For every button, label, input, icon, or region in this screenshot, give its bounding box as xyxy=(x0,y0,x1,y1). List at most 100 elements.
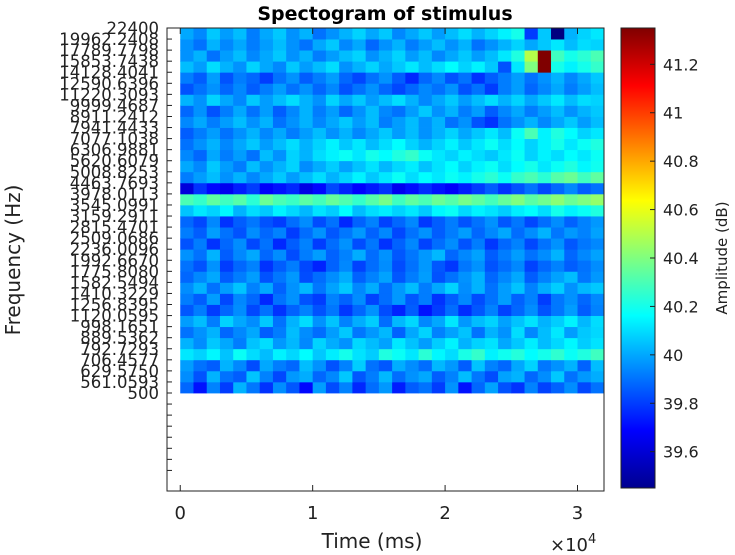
heatmap-cell xyxy=(325,282,340,294)
heatmap-cell xyxy=(471,304,486,316)
heatmap-cell xyxy=(418,337,433,350)
heatmap-cell xyxy=(365,28,380,40)
heatmap-cell xyxy=(325,83,340,95)
heatmap-cell xyxy=(233,138,247,151)
heatmap-cell xyxy=(339,204,353,217)
heatmap-cell xyxy=(418,39,433,51)
heatmap-cell xyxy=(206,304,221,316)
heatmap-cell xyxy=(206,105,221,117)
heatmap-cell xyxy=(272,94,287,106)
heatmap-cell xyxy=(445,337,459,350)
heatmap-cell xyxy=(524,160,539,173)
heatmap-cell xyxy=(352,293,367,305)
heatmap-cell xyxy=(272,282,287,294)
heatmap-cell xyxy=(524,260,539,272)
heatmap-cell xyxy=(564,271,578,283)
heatmap-cell xyxy=(577,348,592,361)
heatmap-cell xyxy=(286,127,300,140)
heatmap-cell xyxy=(312,304,327,316)
heatmap-cell xyxy=(392,138,406,151)
heatmap-cell xyxy=(484,28,499,40)
y-tick-label: 3159.2911 xyxy=(70,207,159,226)
heatmap-cell xyxy=(431,182,446,195)
heatmap-cell xyxy=(498,238,512,250)
heatmap-cell xyxy=(551,50,565,62)
heatmap-cell xyxy=(405,304,419,316)
heatmap-cell xyxy=(511,116,525,128)
heatmap-cell xyxy=(259,238,274,250)
heatmap-cell xyxy=(259,94,274,106)
heatmap-cell xyxy=(551,238,565,250)
heatmap-cell xyxy=(180,337,194,350)
heatmap-cell xyxy=(577,61,592,73)
heatmap-cell xyxy=(299,293,314,305)
heatmap-cell xyxy=(471,381,486,394)
heatmap-cell xyxy=(180,260,194,272)
heatmap-cell xyxy=(524,293,539,305)
heatmap-cell xyxy=(312,127,327,140)
y-tick-label: 1256.8395 xyxy=(70,296,159,315)
heatmap-cell xyxy=(577,138,592,151)
heatmap-cell xyxy=(206,193,221,206)
heatmap-cell xyxy=(551,105,565,117)
heatmap-cell xyxy=(180,315,194,328)
heatmap-cell xyxy=(405,105,419,117)
heatmap-cell xyxy=(577,193,592,206)
heatmap-cell xyxy=(272,293,287,305)
heatmap-cell xyxy=(219,50,234,62)
heatmap-cell xyxy=(219,315,234,328)
heatmap-cell xyxy=(445,105,459,117)
heatmap-cell xyxy=(590,293,605,305)
heatmap-cell xyxy=(299,105,314,117)
heatmap-cell xyxy=(564,105,578,117)
heatmap-cell xyxy=(590,282,605,294)
heatmap-cell xyxy=(564,182,578,195)
heatmap-cell xyxy=(484,50,499,62)
heatmap-cell xyxy=(498,28,512,40)
heatmap-cell xyxy=(405,94,419,106)
heatmap-cell xyxy=(206,116,221,128)
heatmap-cell xyxy=(193,138,208,151)
heatmap-cell xyxy=(418,315,433,328)
heatmap-cell xyxy=(233,293,247,305)
heatmap-cell xyxy=(458,149,472,162)
y-tick-label: 1992.6670 xyxy=(70,251,159,270)
heatmap-cell xyxy=(352,271,367,283)
heatmap-cell xyxy=(590,72,605,84)
heatmap-cell xyxy=(286,182,300,195)
heatmap-cell xyxy=(418,216,433,228)
heatmap-cell xyxy=(206,238,221,250)
heatmap-cell xyxy=(286,39,300,51)
heatmap-cell xyxy=(378,304,393,316)
heatmap-cell xyxy=(537,315,552,328)
heatmap-cell xyxy=(352,160,367,173)
heatmap-cell xyxy=(392,171,406,184)
heatmap-cell xyxy=(272,216,287,228)
heatmap-cell xyxy=(352,138,367,151)
heatmap-cell xyxy=(206,138,221,151)
heatmap-cell xyxy=(564,83,578,95)
heatmap-cell xyxy=(299,94,314,106)
heatmap-cell xyxy=(193,160,208,173)
heatmap-cell xyxy=(431,227,446,239)
heatmap-cell xyxy=(418,238,433,250)
heatmap-cell xyxy=(418,271,433,283)
heatmap-cell xyxy=(378,370,393,383)
heatmap-cell xyxy=(352,28,367,40)
y-tick-label: 5008.8253 xyxy=(70,163,159,182)
heatmap-cell xyxy=(206,28,221,40)
heatmap-cell xyxy=(193,193,208,206)
heatmap-cell xyxy=(312,227,327,239)
heatmap-cell xyxy=(577,160,592,173)
heatmap-cell xyxy=(511,282,525,294)
heatmap-cell xyxy=(193,105,208,117)
heatmap-cell xyxy=(405,149,419,162)
colorbar-ticks: 39.6 39.8 40 40.2 40.4 40.6 40.8 41 41.2 xyxy=(650,55,699,462)
heatmap-cell xyxy=(445,193,459,206)
heatmap-cell xyxy=(392,293,406,305)
heatmap-cell xyxy=(471,348,486,361)
heatmap-cell xyxy=(272,50,287,62)
heatmap-cell xyxy=(246,149,261,162)
heatmap-cell xyxy=(325,326,340,339)
heatmap-cell xyxy=(511,138,525,151)
